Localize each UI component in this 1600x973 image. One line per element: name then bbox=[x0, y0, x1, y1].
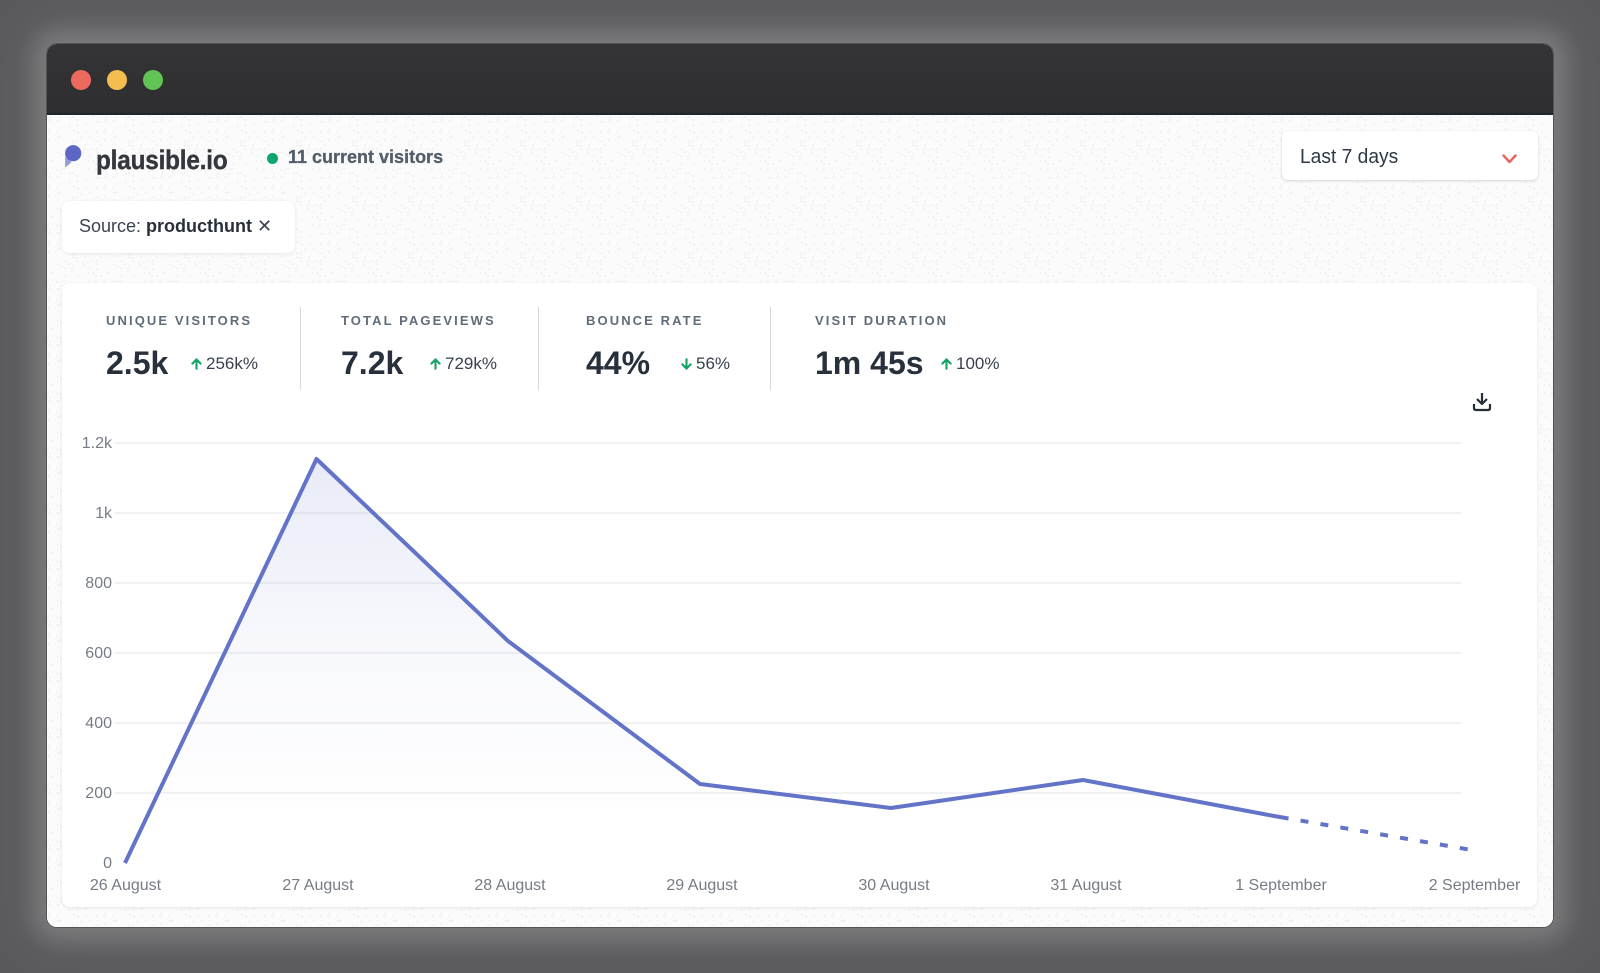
svg-text:31 August: 31 August bbox=[1050, 877, 1122, 894]
svg-text:28 August: 28 August bbox=[474, 877, 546, 894]
svg-text:600: 600 bbox=[85, 645, 112, 662]
svg-text:2 September: 2 September bbox=[1429, 877, 1521, 894]
svg-text:200: 200 bbox=[85, 785, 112, 802]
svg-text:29 August: 29 August bbox=[666, 877, 738, 894]
svg-text:1.2k: 1.2k bbox=[82, 435, 113, 452]
svg-text:0: 0 bbox=[103, 855, 112, 872]
svg-text:30 August: 30 August bbox=[858, 877, 930, 894]
svg-text:27 August: 27 August bbox=[282, 877, 354, 894]
svg-text:26 August: 26 August bbox=[90, 877, 162, 894]
svg-text:1 September: 1 September bbox=[1235, 877, 1327, 894]
svg-text:1k: 1k bbox=[95, 505, 113, 522]
svg-text:400: 400 bbox=[85, 715, 112, 732]
svg-text:800: 800 bbox=[85, 575, 112, 592]
